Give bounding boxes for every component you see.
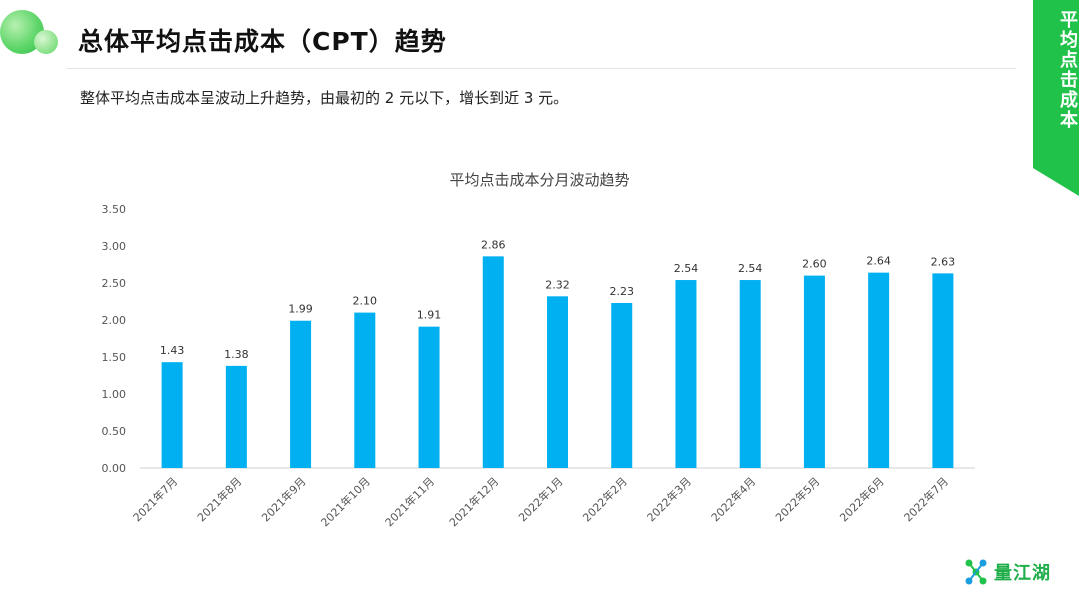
brand-logo: 量江湖 <box>964 557 1051 587</box>
y-tick-label: 1.50 <box>102 351 127 364</box>
small-green-bubble-icon <box>34 30 58 54</box>
bar-value-label: 1.38 <box>224 348 249 361</box>
title-divider <box>66 68 1016 69</box>
bar <box>547 296 568 468</box>
bar <box>161 362 183 468</box>
x-tick-label: 2021年8月 <box>194 474 244 524</box>
bar-value-label: 2.10 <box>353 295 378 308</box>
bar <box>225 365 247 468</box>
bar-value-label: 2.60 <box>802 258 827 271</box>
bar <box>611 302 633 468</box>
x-tick-label: 2022年3月 <box>644 474 694 524</box>
y-tick-label: 0.50 <box>102 425 127 438</box>
y-tick-label: 3.00 <box>102 240 127 253</box>
y-tick-label: 3.50 <box>102 203 127 216</box>
bar <box>418 326 440 468</box>
page-title: 总体平均点击成本（CPT）趋势 <box>78 27 447 56</box>
brand-name: 量江湖 <box>994 563 1051 584</box>
bar-value-label: 1.99 <box>288 303 313 316</box>
bar-value-label: 2.54 <box>674 262 699 275</box>
side-tab-background <box>1033 0 1079 196</box>
bar-value-label: 2.23 <box>609 285 634 298</box>
side-tab-label: 平均点击成本 <box>1057 10 1078 130</box>
bar-value-label: 2.64 <box>866 255 891 268</box>
bar <box>868 272 890 468</box>
bar <box>354 312 376 468</box>
bar <box>739 280 761 468</box>
y-tick-label: 0.00 <box>102 462 127 475</box>
x-tick-label: 2021年10月 <box>318 474 373 529</box>
bar <box>290 320 312 468</box>
x-tick-label: 2021年11月 <box>382 474 437 529</box>
x-tick-label: 2022年2月 <box>580 474 630 524</box>
x-tick-label: 2021年12月 <box>446 474 501 529</box>
x-tick-label: 2022年6月 <box>837 474 887 524</box>
y-tick-label: 1.00 <box>102 388 127 401</box>
bar <box>675 280 697 468</box>
bar-value-label: 1.43 <box>160 344 185 357</box>
dna-molecule-icon <box>965 559 987 585</box>
decorative-bubbles <box>0 10 62 58</box>
chart-title: 平均点击成本分月波动趋势 <box>449 171 630 189</box>
side-section-tab: 平均点击成本 <box>1033 0 1079 196</box>
bar-value-label: 1.91 <box>417 309 442 322</box>
x-tick-label: 2022年4月 <box>708 474 758 524</box>
x-tick-label: 2021年9月 <box>258 474 308 524</box>
page-subtitle: 整体平均点击成本呈波动上升趋势，由最初的 2 元以下，增长到近 3 元。 <box>80 89 569 107</box>
bar <box>482 256 504 468</box>
bar-value-label: 2.86 <box>481 238 506 251</box>
x-tick-label: 2022年5月 <box>772 474 822 524</box>
bar <box>932 273 954 468</box>
x-tick-label: 2022年7月 <box>901 474 951 524</box>
x-tick-label: 2022年1月 <box>515 474 565 524</box>
bar-value-label: 2.63 <box>931 255 956 268</box>
bar <box>803 275 825 468</box>
bar-value-label: 2.54 <box>738 262 763 275</box>
x-tick-label: 2021年7月 <box>130 474 180 524</box>
y-tick-label: 2.50 <box>102 277 127 290</box>
bar-value-label: 2.32 <box>545 278 570 291</box>
y-tick-label: 2.00 <box>102 314 127 327</box>
